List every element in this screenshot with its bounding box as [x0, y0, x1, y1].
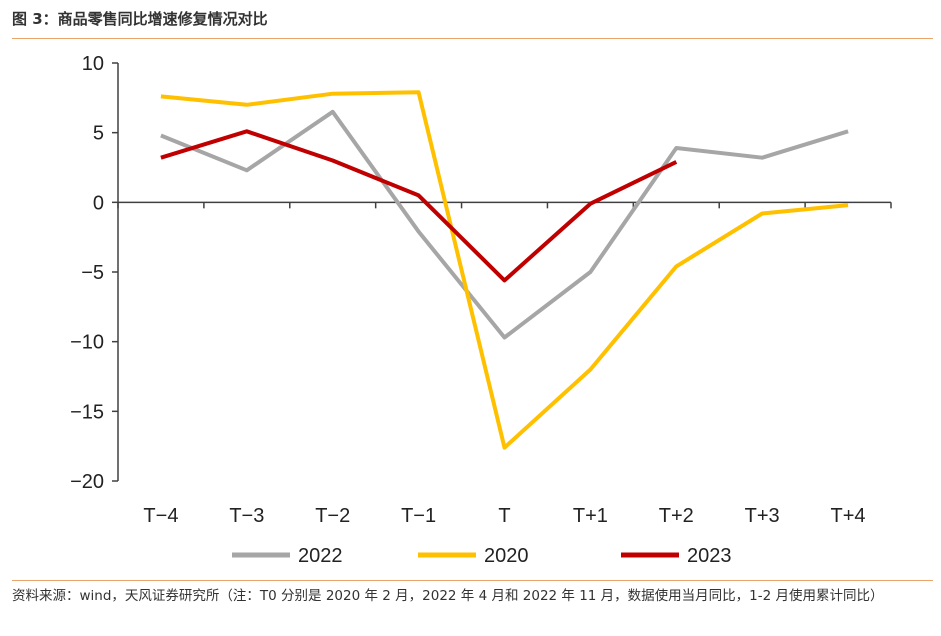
chart-legend: 2022 2020 2023: [232, 545, 732, 567]
chart-series: [160, 90, 849, 450]
legend-label-2023: 2023: [687, 545, 732, 567]
x-tick-label: T−3: [229, 505, 264, 527]
x-tick-label: T+4: [831, 505, 866, 527]
y-tick-label: −15: [70, 401, 104, 423]
source-divider: [12, 580, 933, 581]
y-tick-label: −20: [70, 471, 104, 493]
figure-title: 图 3：商品零售同比增速修复情况对比: [12, 10, 268, 28]
y-tick-label: −10: [70, 332, 104, 354]
x-tick-label: T−2: [315, 505, 350, 527]
x-tick-label: T−1: [401, 505, 436, 527]
chart-axes: 10 5 0 −5 −10 −15 −20 T−4 T−3 T−2 T−1 T T+1 T+2 T+3 T+4: [70, 53, 892, 527]
x-tick-label: T+2: [659, 505, 694, 527]
y-tick-label: 0: [93, 192, 104, 214]
series-line-2020: [160, 90, 849, 450]
legend-label-2020: 2020: [484, 545, 529, 567]
x-tick-label: T+3: [745, 505, 780, 527]
x-tick-label: T−4: [143, 505, 178, 527]
x-tick-label: T+1: [573, 505, 608, 527]
y-tick-label: 10: [82, 53, 104, 75]
title-divider: [12, 38, 933, 39]
y-tick-label: −5: [81, 262, 104, 284]
y-tick-label: 5: [93, 123, 104, 145]
source-note: 资料来源：wind，天风证券研究所（注：T0 分别是 2020 年 2 月，20…: [12, 588, 884, 604]
x-tick-label: T: [498, 505, 510, 527]
legend-label-2022: 2022: [298, 545, 343, 567]
line-chart: 10 5 0 −5 −10 −15 −20 T−4 T−3 T−2 T−1 T T+1 T+2 T+3 T+4…: [70, 53, 892, 567]
